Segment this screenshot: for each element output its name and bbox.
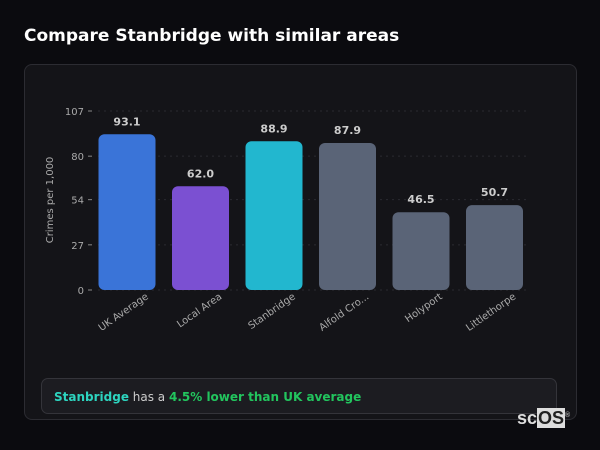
scos-logo: scOS® — [517, 408, 571, 428]
bar[interactable] — [466, 205, 523, 290]
comparison-summary: Stanbridge has a 4.5% lower than UK aver… — [41, 378, 557, 414]
data-label: 62.0 — [187, 167, 214, 180]
y-tick-label: 107 — [65, 107, 84, 118]
y-tick-label: 80 — [71, 152, 84, 163]
x-tick-label: Alfold Cro... — [317, 291, 371, 333]
bar[interactable] — [392, 212, 450, 290]
data-label: 93.1 — [113, 115, 140, 128]
data-label: 50.7 — [481, 186, 508, 199]
y-axis-label: Crimes per 1,000 — [45, 157, 56, 244]
page-title: Compare Stanbridge with similar areas — [24, 26, 400, 46]
y-tick-label: 0 — [78, 286, 84, 297]
x-tick-label: Littlethorpe — [464, 291, 518, 333]
summary-text: has a — [128, 390, 169, 404]
bar[interactable] — [98, 134, 156, 290]
x-tick-label: Local Area — [175, 291, 224, 330]
x-tick-label: Stanbridge — [246, 291, 297, 331]
x-tick-label: Holyport — [403, 291, 444, 325]
data-label: 87.9 — [334, 124, 361, 137]
bar[interactable] — [245, 141, 303, 290]
data-label: 46.5 — [407, 193, 434, 206]
x-tick-label: UK Average — [97, 291, 151, 333]
comparison-highlight: 4.5% lower than UK average — [168, 390, 362, 404]
data-label: 88.9 — [260, 122, 287, 135]
bar[interactable] — [172, 186, 229, 290]
y-tick-label: 54 — [71, 196, 84, 207]
y-tick-label: 27 — [71, 241, 84, 252]
area-name: Stanbridge — [54, 390, 129, 404]
bar[interactable] — [319, 142, 376, 290]
